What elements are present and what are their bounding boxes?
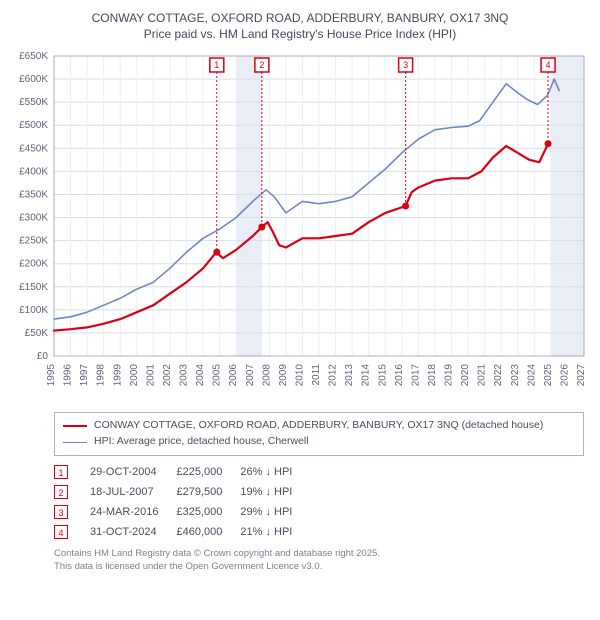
title-block: CONWAY COTTAGE, OXFORD ROAD, ADDERBURY, … — [4, 10, 596, 42]
x-tick-label: 2014 — [361, 364, 372, 387]
x-tick-label: 2004 — [195, 364, 206, 387]
x-tick-label: 2024 — [526, 364, 537, 387]
x-tick-label: 2022 — [493, 364, 504, 387]
event-price: £460,000 — [176, 522, 240, 542]
x-tick-label: 2019 — [444, 364, 455, 387]
event-marker-icon: 2 — [54, 485, 68, 499]
footnote-line1: Contains HM Land Registry data © Crown c… — [54, 548, 584, 561]
event-delta: 29% ↓ HPI — [240, 502, 310, 522]
y-tick-label: £600K — [19, 74, 48, 85]
x-tick-label: 1999 — [112, 364, 123, 387]
y-tick-label: £150K — [19, 282, 48, 293]
x-tick-label: 2017 — [410, 364, 421, 387]
table-row: 3 24-MAR-2016£325,00029% ↓ HPI — [54, 502, 310, 522]
x-tick-label: 2008 — [261, 364, 272, 387]
events-table: 1 29-OCT-2004£225,00026% ↓ HPI 2 18-JUL-200… — [54, 462, 310, 542]
y-tick-label: £200K — [19, 259, 48, 270]
event-marker-icon: 3 — [54, 505, 68, 519]
legend-label: HPI: Average price, detached house, Cher… — [94, 434, 309, 450]
legend-row: CONWAY COTTAGE, OXFORD ROAD, ADDERBURY, … — [63, 418, 575, 434]
x-tick-label: 1996 — [63, 364, 74, 387]
x-tick-label: 2012 — [328, 364, 339, 387]
event-marker-icon: 4 — [54, 525, 68, 539]
y-tick-label: £100K — [19, 305, 48, 316]
y-tick-label: £500K — [19, 121, 48, 132]
x-tick-label: 2015 — [377, 364, 388, 387]
x-tick-label: 2020 — [460, 364, 471, 387]
title-line-subtitle: Price paid vs. HM Land Registry's House … — [4, 26, 596, 42]
y-tick-label: £0 — [37, 351, 49, 362]
event-date: 29-OCT-2004 — [90, 462, 176, 482]
x-tick-label: 1995 — [46, 364, 57, 387]
legend-swatch — [63, 442, 87, 443]
x-tick-label: 2023 — [510, 364, 521, 387]
x-tick-label: 2026 — [559, 364, 570, 387]
title-line-address: CONWAY COTTAGE, OXFORD ROAD, ADDERBURY, … — [4, 10, 596, 26]
table-row: 2 18-JUL-2007£279,50019% ↓ HPI — [54, 482, 310, 502]
x-tick-label: 2027 — [576, 364, 587, 387]
x-tick-label: 2005 — [212, 364, 223, 387]
line-chart-svg: £0 £50K £100K £150K £200K £250K £300K £350K £400… — [4, 46, 594, 406]
x-tick-label: 2001 — [145, 364, 156, 387]
legend-label: CONWAY COTTAGE, OXFORD ROAD, ADDERBURY, … — [94, 418, 543, 434]
table-row: 4 31-OCT-2024£460,00021% ↓ HPI — [54, 522, 310, 542]
event-marker-number: 2 — [259, 60, 264, 70]
x-tick-label: 2010 — [294, 364, 305, 387]
chart-container: CONWAY COTTAGE, OXFORD ROAD, ADDERBURY, … — [0, 0, 600, 584]
event-delta: 21% ↓ HPI — [240, 522, 310, 542]
x-tick-label: 1997 — [79, 364, 90, 387]
event-marker-number: 1 — [214, 60, 219, 70]
event-date: 24-MAR-2016 — [90, 502, 176, 522]
event-marker-dot — [402, 203, 409, 210]
y-tick-label: £250K — [19, 236, 48, 247]
y-tick-label: £550K — [19, 98, 48, 109]
footnote: Contains HM Land Registry data © Crown c… — [54, 548, 584, 574]
y-tick-label: £350K — [19, 190, 48, 201]
x-tick-label: 2011 — [311, 364, 322, 386]
x-tick-label: 2025 — [543, 364, 554, 387]
y-tick-label: £450K — [19, 144, 48, 155]
y-tick-label: £400K — [19, 167, 48, 178]
x-tick-label: 2013 — [344, 364, 355, 387]
event-marker-cell: 2 — [54, 482, 90, 502]
event-marker-cell: 1 — [54, 462, 90, 482]
event-date: 18-JUL-2007 — [90, 482, 176, 502]
x-tick-label: 2002 — [162, 364, 173, 387]
event-marker-number: 3 — [403, 60, 408, 70]
x-tick-label: 2000 — [129, 364, 140, 387]
event-marker-dot — [213, 249, 220, 256]
event-marker-icon: 1 — [54, 465, 68, 479]
event-price: £279,500 — [176, 482, 240, 502]
x-tick-label: 2009 — [278, 364, 289, 387]
footnote-line2: This data is licensed under the Open Gov… — [54, 561, 584, 574]
event-price: £225,000 — [176, 462, 240, 482]
y-tick-label: £50K — [25, 328, 49, 339]
event-marker-dot — [545, 141, 552, 148]
event-marker-cell: 3 — [54, 502, 90, 522]
event-marker-cell: 4 — [54, 522, 90, 542]
table-row: 1 29-OCT-2004£225,00026% ↓ HPI — [54, 462, 310, 482]
event-delta: 26% ↓ HPI — [240, 462, 310, 482]
x-tick-label: 2021 — [477, 364, 488, 387]
legend-row: HPI: Average price, detached house, Cher… — [63, 434, 575, 450]
y-tick-label: £300K — [19, 213, 48, 224]
event-marker-dot — [258, 224, 265, 231]
event-delta: 19% ↓ HPI — [240, 482, 310, 502]
event-price: £325,000 — [176, 502, 240, 522]
event-marker-number: 4 — [546, 60, 551, 70]
legend: CONWAY COTTAGE, OXFORD ROAD, ADDERBURY, … — [54, 412, 584, 456]
x-tick-label: 2016 — [394, 364, 405, 387]
chart-area: £0 £50K £100K £150K £200K £250K £300K £350K £400… — [4, 46, 596, 406]
x-tick-label: 2018 — [427, 364, 438, 387]
x-tick-label: 2003 — [179, 364, 190, 387]
y-tick-label: £650K — [19, 51, 48, 62]
x-tick-label: 2006 — [228, 364, 239, 387]
x-tick-label: 2007 — [245, 364, 256, 387]
legend-swatch — [63, 425, 87, 427]
x-tick-label: 1998 — [96, 364, 107, 387]
event-date: 31-OCT-2024 — [90, 522, 176, 542]
